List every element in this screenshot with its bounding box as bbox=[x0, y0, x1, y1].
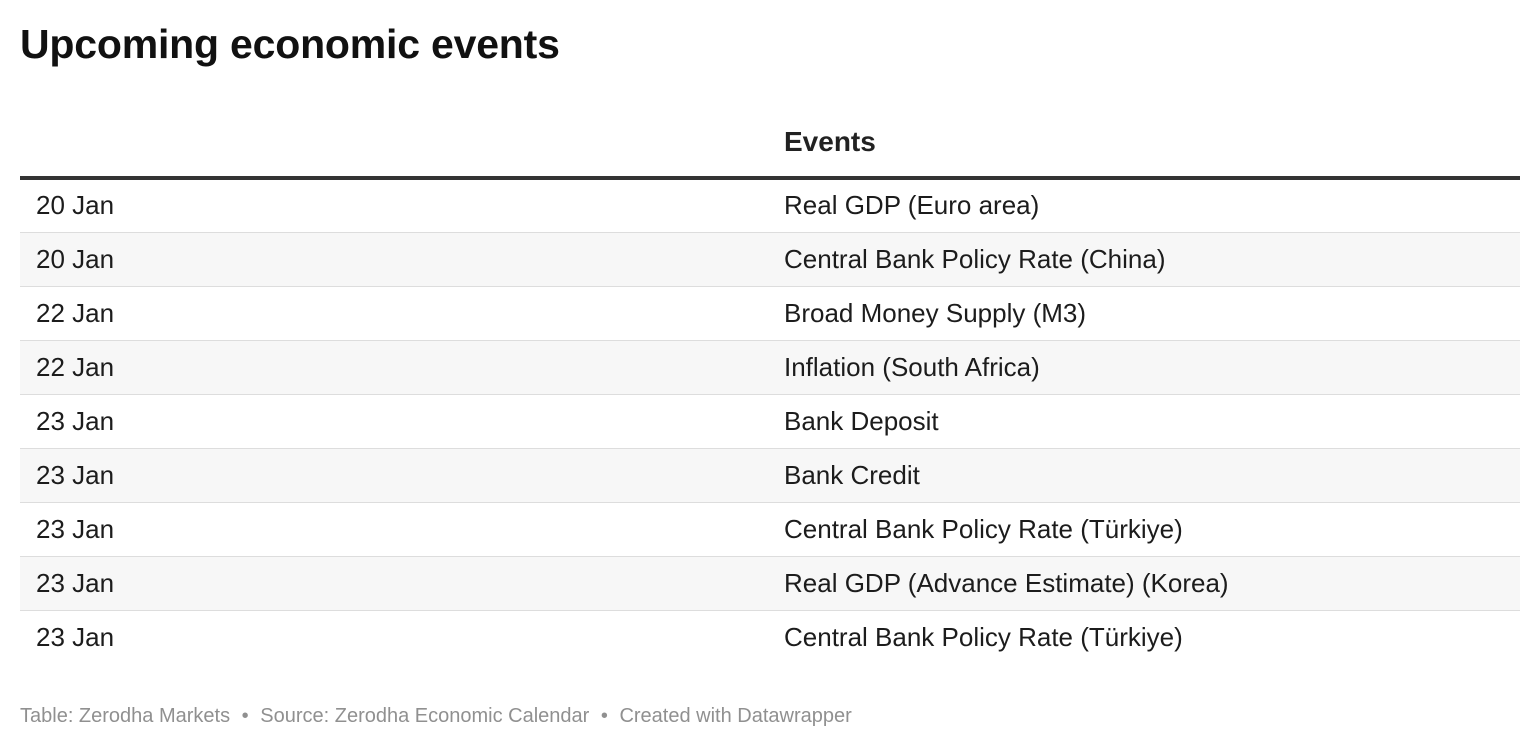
date-cell: 20 Jan bbox=[20, 178, 768, 233]
table-row: 20 Jan Central Bank Policy Rate (China) bbox=[20, 232, 1520, 287]
table-body: 20 Jan Real GDP (Euro area) 20 Jan Centr… bbox=[20, 178, 1520, 664]
event-cell: Central Bank Policy Rate (China) bbox=[768, 232, 1520, 287]
page-title: Upcoming economic events bbox=[20, 21, 560, 67]
table-row: 22 Jan Inflation (South Africa) bbox=[20, 340, 1520, 395]
date-cell: 20 Jan bbox=[20, 232, 768, 287]
footer-separator: • bbox=[600, 705, 608, 727]
event-cell: Bank Deposit bbox=[768, 394, 1520, 449]
table-row: 23 Jan Central Bank Policy Rate (Türkiye… bbox=[20, 502, 1520, 557]
column-header-events: Events bbox=[768, 106, 1520, 180]
footer-credits: Table: Zerodha Markets • Source: Zerodha… bbox=[20, 705, 852, 728]
table-header-row: Events bbox=[20, 106, 1520, 180]
event-cell: Central Bank Policy Rate (Türkiye) bbox=[784, 621, 1183, 652]
event-cell: Bank Credit bbox=[768, 448, 1520, 503]
table-row: 22 Jan Broad Money Supply (M3) bbox=[20, 286, 1520, 341]
table-row: 23 Jan Bank Deposit bbox=[20, 394, 1520, 449]
date-cell: 22 Jan bbox=[20, 340, 768, 395]
events-table: Events 20 Jan Real GDP (Euro area) 20 Ja… bbox=[20, 106, 1520, 664]
date-cell: 23 Jan bbox=[20, 448, 768, 503]
table-row: 23 Jan Real GDP (Advance Estimate) (Kore… bbox=[20, 556, 1520, 611]
event-cell: Real GDP (Euro area) bbox=[768, 178, 1520, 233]
event-cell: Inflation (South Africa) bbox=[768, 340, 1520, 395]
datawrapper-credit[interactable]: Created with Datawrapper bbox=[619, 705, 852, 727]
event-cell: Real GDP (Advance Estimate) (Korea) bbox=[768, 556, 1520, 611]
table-credit: Table: Zerodha Markets bbox=[20, 705, 231, 727]
table-row: 23 Jan Central Bank Policy Rate (Türkiye… bbox=[20, 610, 1520, 664]
date-cell: 23 Jan bbox=[20, 394, 768, 449]
column-header-date bbox=[20, 106, 768, 180]
date-cell: 23 Jan bbox=[36, 621, 115, 652]
table-row: 23 Jan Bank Credit bbox=[20, 448, 1520, 503]
date-cell: 23 Jan bbox=[20, 556, 768, 611]
source-credit: Source: Zerodha Economic Calendar bbox=[260, 705, 590, 727]
date-cell: 22 Jan bbox=[20, 286, 768, 341]
date-cell: 23 Jan bbox=[20, 502, 768, 557]
table-row: 20 Jan Real GDP (Euro area) bbox=[20, 178, 1520, 233]
event-cell: Broad Money Supply (M3) bbox=[768, 286, 1520, 341]
footer-separator: • bbox=[241, 705, 249, 727]
event-cell: Central Bank Policy Rate (Türkiye) bbox=[768, 502, 1520, 557]
table-header: Events bbox=[20, 106, 1520, 180]
